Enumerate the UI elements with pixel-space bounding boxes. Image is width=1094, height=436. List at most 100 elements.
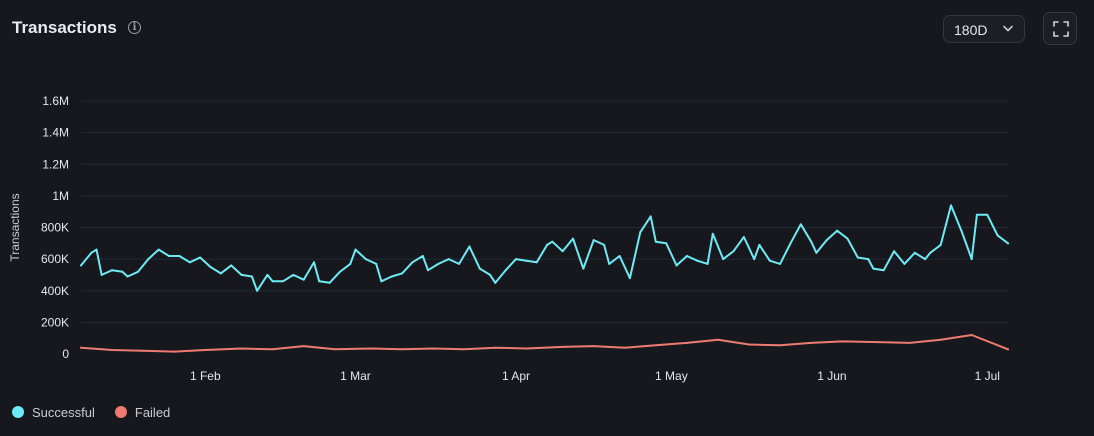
data-point-failed: [939, 338, 942, 341]
data-point-successful: [168, 254, 171, 257]
data-point-successful: [825, 239, 828, 242]
legend-label-failed: Failed: [134, 404, 171, 420]
data-point-failed: [173, 350, 176, 353]
data-point-failed: [1007, 348, 1009, 351]
data-point-successful: [551, 240, 554, 243]
y-tick-label: 600K: [41, 252, 69, 266]
data-point-successful: [856, 256, 859, 259]
data-point-successful: [535, 261, 538, 264]
data-point-successful: [364, 258, 367, 261]
data-point-successful: [178, 254, 181, 257]
data-point-failed: [111, 349, 114, 352]
data-point-successful: [649, 215, 652, 218]
x-tick-label: 1 Mar: [340, 369, 371, 383]
data-point-successful: [111, 269, 114, 272]
data-point-successful: [1007, 242, 1009, 245]
data-point-successful: [426, 269, 429, 272]
range-value: 180D: [954, 22, 988, 38]
y-tick-label: 0: [62, 347, 69, 361]
legend-swatch-successful: [12, 406, 24, 418]
data-point-failed: [240, 347, 243, 350]
data-point-failed: [204, 349, 207, 352]
data-point-successful: [996, 234, 999, 237]
data-point-successful: [281, 280, 284, 283]
data-point-failed: [370, 347, 373, 350]
data-point-successful: [893, 250, 896, 253]
data-point-successful: [157, 248, 160, 251]
data-point-successful: [90, 251, 93, 254]
data-point-successful: [561, 250, 564, 253]
data-point-failed: [142, 349, 145, 352]
data-point-successful: [872, 267, 875, 270]
data-point-successful: [458, 262, 461, 265]
data-point-failed: [401, 348, 404, 351]
data-point-successful: [338, 270, 341, 273]
data-point-successful: [401, 272, 404, 275]
data-point-successful: [328, 281, 331, 284]
data-point-failed: [525, 347, 528, 350]
data-point-failed: [716, 338, 719, 341]
series-line-successful: [80, 204, 1009, 292]
chart-title: Transactions: [12, 18, 117, 37]
data-point-successful: [975, 213, 978, 216]
data-point-successful: [960, 229, 963, 232]
data-point-successful: [411, 261, 414, 264]
data-point-successful: [970, 258, 973, 261]
legend-item-failed[interactable]: Failed: [114, 404, 171, 420]
data-point-successful: [639, 231, 642, 234]
data-point-successful: [753, 258, 756, 261]
data-point-successful: [618, 254, 621, 257]
data-point-successful: [515, 258, 518, 261]
data-point-successful: [271, 280, 274, 283]
expand-button[interactable]: [1043, 12, 1077, 45]
y-tick-label: 800K: [41, 221, 69, 235]
transactions-line-chart: 0 200K 400K 600K 800K 1M 1.2M 1.4M 1.6M Transacti…: [8, 94, 1009, 383]
data-point-failed: [494, 346, 497, 349]
data-point-successful: [437, 262, 440, 265]
data-point-successful: [696, 259, 699, 262]
chart-legend: Successful Failed: [12, 403, 190, 421]
y-tick-label: 200K: [41, 315, 69, 329]
info-icon[interactable]: i: [128, 21, 141, 34]
data-point-failed: [877, 341, 880, 344]
data-point-successful: [882, 269, 885, 272]
data-point-successful: [266, 273, 269, 276]
data-point-successful: [188, 261, 191, 264]
data-point-successful: [546, 243, 549, 246]
x-tick-label: 1 May: [655, 369, 688, 383]
data-point-successful: [468, 245, 471, 248]
data-point-successful: [494, 281, 497, 284]
data-point-successful: [121, 270, 124, 273]
data-point-successful: [318, 280, 321, 283]
data-point-successful: [675, 264, 678, 267]
data-point-successful: [628, 277, 631, 280]
data-point-successful: [349, 262, 352, 265]
data-point-successful: [950, 204, 953, 207]
legend-label-successful: Successful: [32, 404, 95, 420]
data-point-failed: [841, 340, 844, 343]
data-point-failed: [779, 344, 782, 347]
data-point-successful: [986, 213, 989, 216]
data-point-successful: [302, 278, 305, 281]
data-point-successful: [685, 254, 688, 257]
data-point-failed: [463, 348, 466, 351]
x-tick-label: 1 Jul: [975, 369, 1000, 383]
data-point-failed: [432, 347, 435, 350]
data-point-successful: [732, 250, 735, 253]
data-point-successful: [375, 262, 378, 265]
data-point-successful: [147, 258, 150, 261]
data-point-successful: [354, 248, 357, 251]
range-select[interactable]: 180D: [943, 15, 1025, 43]
data-point-successful: [80, 264, 82, 267]
y-tick-label: 1.4M: [42, 126, 69, 140]
data-point-failed: [302, 345, 305, 348]
data-point-successful: [504, 269, 507, 272]
data-point-successful: [608, 262, 611, 265]
data-point-failed: [561, 345, 564, 348]
data-point-failed: [748, 343, 751, 346]
data-point-successful: [711, 232, 714, 235]
legend-item-successful[interactable]: Successful: [12, 405, 95, 420]
data-point-successful: [447, 258, 450, 261]
data-point-successful: [810, 240, 813, 243]
y-tick-label: 400K: [41, 284, 69, 298]
